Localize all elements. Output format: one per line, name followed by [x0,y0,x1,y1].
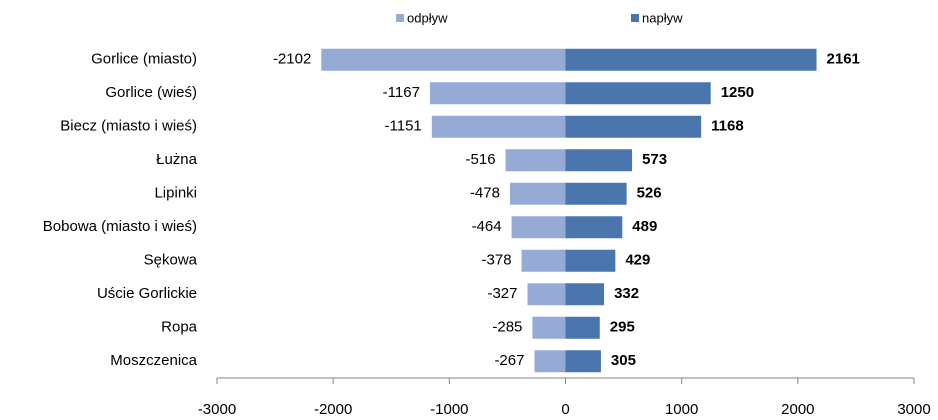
bar [565,216,623,239]
y-tick-label: Moszczenica [110,352,197,369]
y-tick-label: Gorlice (miasto) [91,51,197,68]
x-tick-label: -3000 [198,401,236,418]
data-label: 2161 [827,51,860,68]
bar [431,115,566,138]
y-tick-label: Bobowa (miasto i wieś) [43,218,197,235]
bar [565,182,627,205]
x-tick-label: 3000 [897,401,930,418]
data-label: -327 [487,285,517,302]
legend-label: napływ [642,10,683,25]
data-label: 573 [642,151,667,168]
bar [532,316,566,339]
data-label: 295 [610,319,635,336]
bar [565,149,633,172]
data-label: -464 [472,218,502,235]
data-label: -478 [470,185,500,202]
legend-swatch [396,14,404,22]
data-label: 489 [632,218,657,235]
bar [511,216,566,239]
bar [565,316,600,339]
bar [565,249,616,272]
x-tick-label: -1000 [430,401,468,418]
y-tick-label: Uście Gorlickie [97,285,197,302]
y-tick-label: Biecz (miasto i wieś) [60,118,197,135]
y-tick-label: Sękowa [144,252,198,269]
data-label: -1167 [383,84,420,101]
data-label: -1151 [385,118,422,135]
bar [565,350,601,373]
bar [565,82,711,105]
bar [527,283,566,306]
x-tick-label: -2000 [314,401,352,418]
bar [565,115,702,138]
y-tick-label: Lipinki [154,185,197,202]
y-tick-label: Ropa [161,319,198,336]
x-tick-label: 2000 [781,401,814,418]
bar [534,350,566,373]
legend-label: odpływ [407,10,448,25]
data-label: -516 [466,151,496,168]
legend-swatch [631,14,639,22]
x-tick-label: 1000 [665,401,698,418]
bar [505,149,566,172]
bar [321,48,566,71]
data-label: 526 [637,185,662,202]
y-tick-label: Łużna [156,151,198,168]
data-label: -267 [494,352,524,369]
bar [509,182,566,205]
data-label: 429 [625,252,650,269]
data-label: 1250 [721,84,754,101]
x-tick-label: 0 [561,401,569,418]
data-label: 332 [614,285,639,302]
data-label: -2102 [273,51,311,68]
bar [429,82,566,105]
data-label: -378 [482,252,512,269]
data-label: -285 [492,319,522,336]
bar [521,249,566,272]
data-label: 1168 [711,118,744,135]
y-tick-label: Gorlice (wieś) [105,84,197,101]
bar [565,48,817,71]
data-label: 305 [611,352,636,369]
bar [565,283,605,306]
